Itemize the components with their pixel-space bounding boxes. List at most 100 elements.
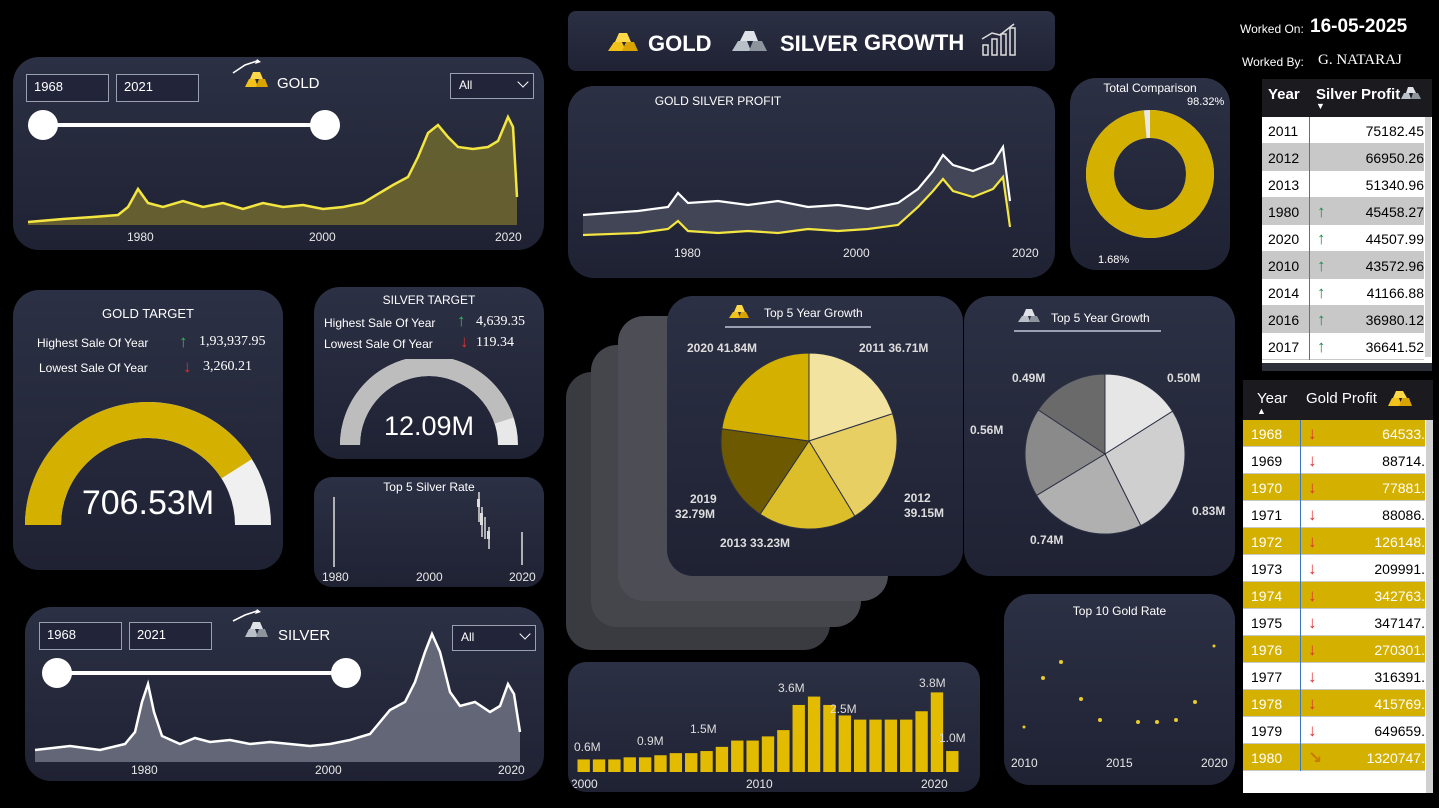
silver-area (35, 634, 520, 762)
pie-slice-2011[interactable] (808, 352, 894, 442)
bar-2021[interactable] (946, 751, 959, 772)
table-row[interactable]: 1972 ↓ 126148. (1243, 528, 1425, 555)
bar-2008[interactable] (746, 740, 759, 772)
column-divider (1309, 333, 1310, 360)
silver-col-year[interactable]: Year (1268, 86, 1300, 103)
silver-line (34, 630, 522, 752)
bar-tick-2020: 2020 (921, 777, 948, 791)
column-divider (1300, 744, 1301, 771)
silver-slider-end-handle[interactable] (331, 658, 361, 688)
bar-2002[interactable] (654, 755, 667, 772)
row-year: 2014 (1268, 284, 1300, 301)
bar-2020[interactable] (930, 692, 944, 772)
silver-target-card: SILVER TARGET Highest Sale Of Year ↑ 4,6… (314, 287, 544, 459)
table-row[interactable]: 2016 ↑ 36980.12 (1262, 306, 1424, 333)
silver-bars-icon (1401, 87, 1421, 99)
row-year: 2016 (1268, 311, 1300, 328)
bar-1998[interactable] (592, 759, 606, 772)
pie-slice-2013[interactable] (759, 440, 856, 530)
table-row[interactable]: 2014 ↑ 41166.88 (1262, 279, 1424, 306)
bar-2019[interactable] (915, 711, 928, 772)
silver-slider-track[interactable] (53, 671, 348, 675)
row-value: 88086. (1382, 506, 1425, 523)
bar-2003[interactable] (669, 753, 683, 772)
table-row[interactable]: 2010 ↑ 43572.96 (1262, 252, 1424, 279)
silver-table-hscrollbar[interactable] (1262, 363, 1432, 371)
silver-table-scrollbar[interactable] (1425, 117, 1431, 357)
silver-dropdown[interactable]: All (452, 625, 536, 651)
pie-slice-0.50M[interactable] (1104, 373, 1174, 455)
bar-2017[interactable] (884, 719, 898, 772)
row-value: 36980.12 (1365, 311, 1424, 328)
pie-slice-0.74M[interactable] (1035, 453, 1142, 535)
bar-2004[interactable] (685, 753, 698, 772)
silver-col-profit[interactable]: Silver Profit (1316, 86, 1401, 103)
bar-2018[interactable] (900, 719, 913, 772)
bar-2007[interactable] (731, 740, 744, 772)
gold-col-year[interactable]: Year (1257, 390, 1288, 407)
table-row[interactable]: 1979 ↓ 649659. (1243, 717, 1425, 744)
bar-2006[interactable] (715, 746, 729, 772)
table-row[interactable]: 1973 ↓ 209991. (1243, 555, 1425, 582)
bar-2011[interactable] (792, 704, 805, 772)
silver-to-year-input[interactable]: 2021 (129, 622, 212, 650)
row-year: 1980 (1251, 749, 1283, 766)
pie-slice-2020[interactable] (721, 352, 810, 442)
bar-2001[interactable] (638, 757, 652, 772)
table-row[interactable]: 1975 ↓ 347147. (1243, 609, 1425, 636)
silver-table-header: Year Silver Profit ▼ (1262, 79, 1432, 117)
bar-2015[interactable] (853, 719, 867, 772)
table-row[interactable]: 1980 ↑ 45458.27 (1262, 198, 1424, 225)
table-row[interactable]: 1974 ↓ 342763. (1243, 582, 1425, 609)
gold-to-year-input[interactable]: 2021 (116, 74, 199, 102)
table-row[interactable]: 2012 66950.26 (1262, 144, 1424, 171)
table-row[interactable]: 1970 ↓ 77881. (1243, 474, 1425, 501)
silver-from-year-input[interactable]: 1968 (39, 622, 122, 650)
silver-pie-label-4: 0.49M (1012, 371, 1046, 385)
silver-table-body: 2011 75182.45 2012 66950.26 2013 51340.96 1980… (1262, 117, 1424, 360)
gold-rate-tick-2010: 2010 (1011, 756, 1038, 770)
gold-tick-1980: 1980 (127, 230, 154, 244)
pie-slice-2012[interactable] (808, 413, 898, 517)
gold-slider-track[interactable] (43, 123, 323, 127)
table-row[interactable]: 1976 ↓ 270301. (1243, 636, 1425, 663)
table-row[interactable]: 1977 ↓ 316391. (1243, 663, 1425, 690)
table-row[interactable]: 1978 ↓ 415769. (1243, 690, 1425, 717)
bar-2005[interactable] (700, 751, 713, 772)
gold-slider-start-handle[interactable] (28, 110, 58, 140)
bar-chart-card: 0.6M 0.9M 1.5M 3.6M 2.5M 3.8M 1.0M 2000 … (568, 662, 980, 792)
silver-slider-start-handle[interactable] (42, 658, 72, 688)
table-row[interactable]: 2011 75182.45 (1262, 117, 1424, 144)
table-row[interactable]: 1971 ↓ 88086. (1243, 501, 1425, 528)
bar-2009[interactable] (761, 736, 775, 772)
gold-pie-label-2012-year: 2012 (904, 491, 931, 505)
pie-slice-0.83M[interactable] (1104, 410, 1186, 527)
bar-1997[interactable] (577, 759, 590, 772)
pie-slice-0.56M[interactable] (1024, 409, 1106, 497)
bar-2012[interactable] (807, 696, 821, 772)
table-row[interactable]: 2013 51340.96 (1262, 171, 1424, 198)
pie-slice-0.49M[interactable] (1037, 373, 1106, 455)
bar-2000[interactable] (623, 757, 636, 772)
bar-2016[interactable] (869, 719, 882, 772)
gold-slider-end-handle[interactable] (310, 110, 340, 140)
row-year: 1969 (1251, 452, 1283, 469)
pie-slice-2019[interactable] (720, 428, 810, 515)
gold-col-profit[interactable]: Gold Profit (1306, 390, 1377, 407)
table-row[interactable]: 2017 ↑ 36641.52 (1262, 333, 1424, 360)
table-row[interactable]: 1980 ↘ 1320747. (1243, 744, 1425, 771)
table-row[interactable]: 2020 ↑ 44507.99 (1262, 225, 1424, 252)
bar-2013[interactable] (823, 704, 836, 772)
gold-pie-label-2020: 2020 41.84M (687, 341, 758, 355)
gold-table-scrollbar[interactable] (1426, 420, 1433, 793)
bar-1999[interactable] (608, 759, 621, 772)
gold-pie-label-2011: 2011 36.71M (859, 341, 929, 355)
bar-2010[interactable] (777, 730, 790, 772)
table-row[interactable]: 1968 ↓ 64533. (1243, 420, 1425, 447)
title-underline (1014, 330, 1161, 332)
bar-2014[interactable] (838, 715, 851, 772)
table-row[interactable]: 1969 ↓ 88714. (1243, 447, 1425, 474)
silver-top5-growth-card: Top 5 Year Growth 0.50M 0.83M 0.74M 0.56… (964, 296, 1235, 576)
gold-from-year-input[interactable]: 1968 (26, 74, 109, 102)
gold-dropdown[interactable]: All (450, 73, 534, 99)
